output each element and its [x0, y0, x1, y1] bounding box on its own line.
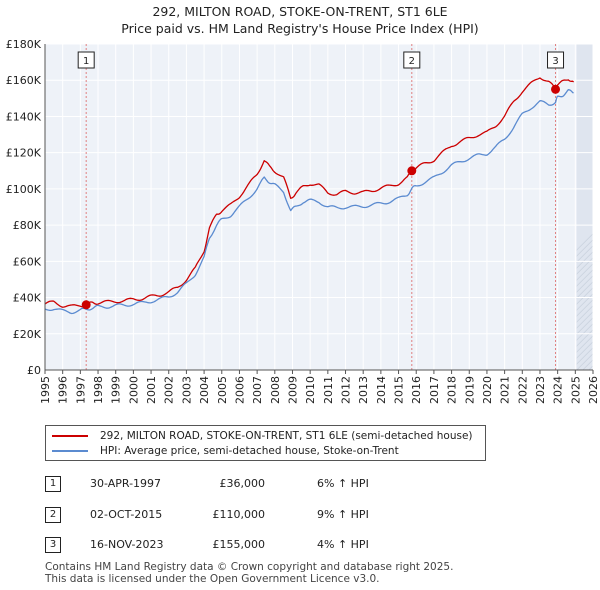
y-tick-label: £80K — [13, 219, 42, 232]
x-tick-label: 2017 — [428, 376, 441, 404]
x-tick-label: 2001 — [145, 376, 158, 404]
chart-subtitle: Price paid vs. HM Land Registry's House … — [121, 21, 479, 36]
x-tick-label: 2026 — [587, 376, 600, 404]
x-tick-label: 2004 — [198, 376, 211, 404]
projection-hatch — [576, 299, 593, 317]
legend-label-property: 292, MILTON ROAD, STOKE-ON-TRENT, ST1 6L… — [100, 430, 473, 442]
sale-point — [407, 166, 417, 176]
x-tick-label: 2006 — [233, 376, 246, 404]
sale-badge: 3 — [45, 537, 61, 553]
x-tick-label: 2002 — [163, 376, 176, 404]
x-tick-label: 2013 — [357, 376, 370, 404]
projection-hatch — [576, 311, 593, 329]
y-tick-label: £180K — [6, 38, 42, 51]
sale-label-number: 1 — [83, 56, 89, 67]
footer-license: This data is licensed under the Open Gov… — [45, 573, 380, 585]
y-tick-label: £140K — [6, 110, 42, 123]
sale-label-box — [77, 51, 95, 69]
sale-point — [551, 84, 561, 94]
x-tick-label: 2021 — [499, 376, 512, 404]
hpi-line — [44, 89, 574, 315]
price-chart: £0 £20K £40K £60K £80K £100K £120K £140K £160K £1… — [6, 38, 600, 404]
x-tick-label: 2011 — [322, 376, 335, 404]
sale-point — [81, 300, 91, 310]
y-tick-label: £120K — [6, 147, 42, 160]
x-tick-label: 1998 — [92, 376, 105, 404]
x-tick-label: 2014 — [375, 376, 388, 404]
sale-price: £110,000 — [212, 508, 266, 521]
projection-shading — [576, 44, 593, 370]
x-tick-label: 2012 — [340, 376, 353, 404]
x-tick-label: 2018 — [446, 376, 459, 404]
sale-price: £155,000 — [212, 538, 266, 551]
sale-hpi-diff: 9% ↑ HPI — [317, 508, 369, 521]
legend-swatch-hpi — [52, 450, 88, 452]
sale-badge: 1 — [45, 476, 61, 492]
sale-date: 02-OCT-2015 — [90, 508, 163, 521]
y-tick-label: £20K — [13, 328, 42, 341]
y-tick-label: £60K — [13, 255, 42, 268]
x-tick-label: 2009 — [286, 376, 299, 404]
sale-date: 30-APR-1997 — [90, 477, 162, 490]
x-tick-label: 2022 — [516, 376, 529, 404]
property-price-line — [44, 77, 575, 308]
sale-label-box — [403, 51, 421, 69]
sale-label-number: 2 — [409, 56, 415, 67]
sale-label-box — [547, 51, 565, 69]
sale-hpi-diff: 6% ↑ HPI — [317, 477, 369, 490]
footer-copyright: Contains HM Land Registry data © Crown c… — [45, 561, 454, 573]
x-tick-label: 2010 — [304, 376, 317, 404]
legend-swatch-property — [52, 435, 88, 437]
plot-area — [45, 44, 593, 370]
y-tick-label: £40K — [13, 292, 42, 305]
x-tick-label: 2015 — [393, 376, 406, 404]
x-tick-label: 2023 — [534, 376, 547, 404]
x-tick-label: 2025 — [569, 376, 582, 404]
y-tick-label: £0 — [27, 364, 41, 377]
x-tick-label: 1995 — [39, 376, 52, 404]
sale-price: £36,000 — [219, 477, 266, 490]
projection-hatch — [595, 44, 600, 370]
x-tick-label: 2024 — [552, 376, 565, 404]
y-tick-label: £160K — [6, 74, 42, 87]
legend-label-hpi: HPI: Average price, semi-detached house,… — [100, 445, 399, 457]
x-tick-label: 2003 — [180, 376, 193, 404]
x-tick-label: 2007 — [251, 376, 264, 404]
projection-hatch — [576, 305, 593, 323]
x-tick-label: 2005 — [216, 376, 229, 404]
x-tick-label: 2000 — [127, 376, 140, 404]
x-tick-label: 1999 — [110, 376, 123, 404]
chart-legend: 292, MILTON ROAD, STOKE-ON-TRENT, ST1 6L… — [45, 425, 486, 461]
x-tick-label: 2016 — [410, 376, 423, 404]
sale-hpi-diff: 4% ↑ HPI — [317, 538, 369, 551]
sale-date: 16-NOV-2023 — [90, 538, 164, 551]
sale-badge: 2 — [45, 507, 61, 523]
y-tick-label: £100K — [6, 183, 42, 196]
x-tick-label: 1996 — [57, 376, 70, 404]
sale-label-number: 3 — [552, 56, 558, 67]
x-tick-label: 1997 — [74, 376, 87, 404]
x-tick-label: 2019 — [463, 376, 476, 404]
x-tick-label: 2020 — [481, 376, 494, 404]
chart-title: 292, MILTON ROAD, STOKE-ON-TRENT, ST1 6L… — [152, 4, 448, 19]
x-tick-label: 2008 — [269, 376, 282, 404]
